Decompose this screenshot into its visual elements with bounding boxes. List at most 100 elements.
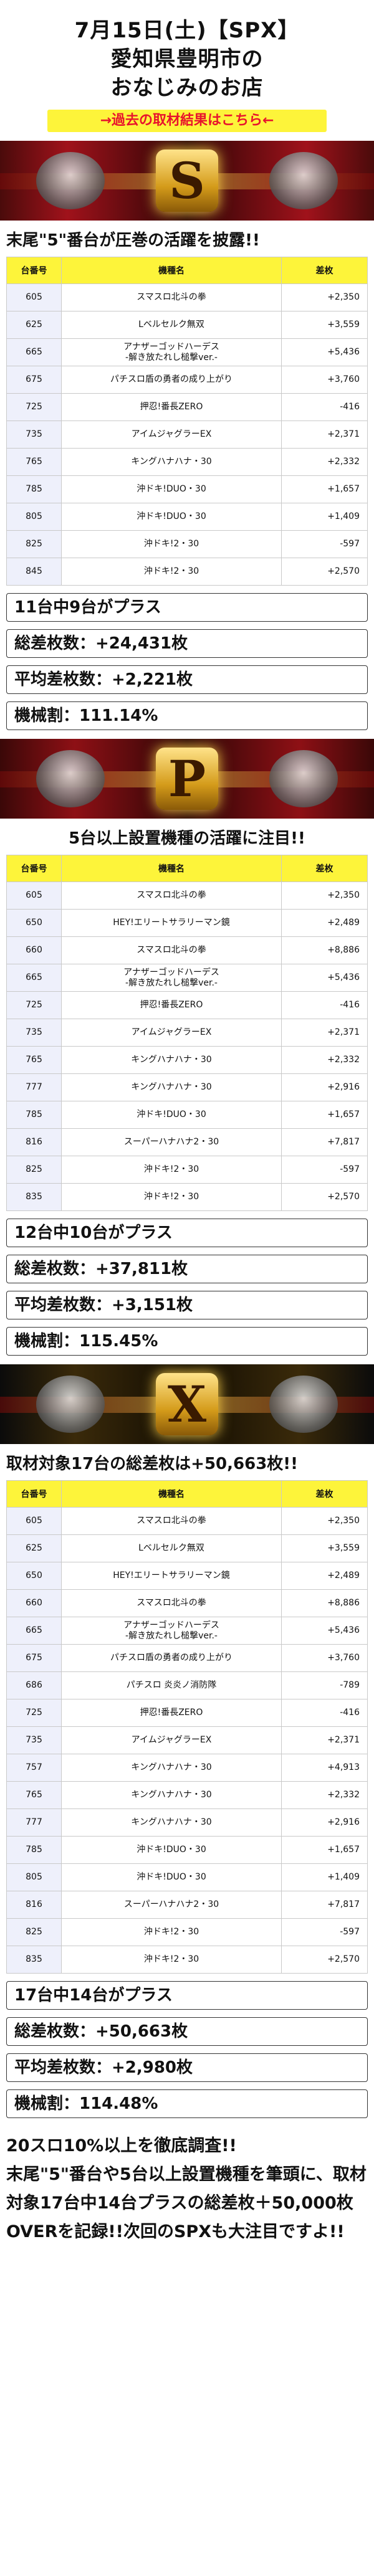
machine-number-cell: 845 bbox=[6, 558, 62, 586]
diff-cell: +2,916 bbox=[281, 1073, 368, 1101]
diff-cell: -416 bbox=[281, 991, 368, 1019]
column-header-machine-no: 台番号 bbox=[6, 1480, 62, 1508]
table-row: 825 沖ドキ!2・30 -597 bbox=[6, 1918, 368, 1946]
results-table: 台番号 機種名 差枚 605 スマスロ北斗の拳 +2,350 650 HEY!エリートサラリー… bbox=[6, 855, 368, 1211]
diff-cell: +7,817 bbox=[281, 1891, 368, 1919]
machine-name-cell: 沖ドキ!2・30 bbox=[61, 1183, 282, 1211]
machine-number-cell: 765 bbox=[6, 448, 62, 476]
machine-name-cell: HEY!エリートサラリーマン鏡 bbox=[61, 909, 282, 937]
machine-name-cell: HEY!エリートサラリーマン鏡 bbox=[61, 1562, 282, 1590]
diff-cell: -789 bbox=[281, 1671, 368, 1699]
table-row: 835 沖ドキ!2・30 +2,570 bbox=[6, 1946, 368, 1974]
machine-name-cell: 沖ドキ!DUO・30 bbox=[61, 1863, 282, 1891]
machine-name-cell: 沖ドキ!DUO・30 bbox=[61, 503, 282, 531]
banner-s: S bbox=[0, 141, 374, 221]
diff-cell: +2,350 bbox=[281, 882, 368, 910]
machine-number-cell: 675 bbox=[6, 1644, 62, 1672]
table-row: 805 沖ドキ!DUO・30 +1,409 bbox=[6, 1863, 368, 1891]
machine-number-cell: 735 bbox=[6, 1019, 62, 1047]
diff-cell: +2,570 bbox=[281, 558, 368, 586]
machine-number-cell: 650 bbox=[6, 909, 62, 937]
emblem-right-icon bbox=[269, 750, 338, 807]
table-row: 650 HEY!エリートサラリーマン鏡 +2,489 bbox=[6, 1562, 368, 1590]
diff-cell: +5,436 bbox=[281, 338, 368, 366]
diff-cell: +1,409 bbox=[281, 1863, 368, 1891]
machine-name-cell: キングハナハナ・30 bbox=[61, 1046, 282, 1074]
table-row: 785 沖ドキ!DUO・30 +1,657 bbox=[6, 475, 368, 503]
total-diff-box: 総差枚数：+50,663枚 bbox=[6, 2017, 368, 2046]
banner-letter: S bbox=[156, 150, 218, 212]
machine-name-cell: スーパーハナハナ2・30 bbox=[61, 1128, 282, 1156]
diff-cell: +3,760 bbox=[281, 1644, 368, 1672]
payout-rate-box: 機械割：115.45% bbox=[6, 1327, 368, 1356]
table-row: 825 沖ドキ!2・30 -597 bbox=[6, 1156, 368, 1184]
machine-number-cell: 650 bbox=[6, 1562, 62, 1590]
section-title: 取材対象17台の総差枚は+50,663枚!! bbox=[6, 1455, 299, 1473]
table-row: 816 スーパーハナハナ2・30 +7,817 bbox=[6, 1128, 368, 1156]
machine-number-cell: 805 bbox=[6, 1863, 62, 1891]
machine-name-cell: 沖ドキ!2・30 bbox=[61, 558, 282, 586]
column-header-diff: 差枚 bbox=[281, 257, 368, 284]
table-row: 725 押忍!番長ZERO -416 bbox=[6, 393, 368, 421]
machine-name-cell: アナザーゴッドハーデス -解き放たれし槌撃ver.- bbox=[61, 964, 282, 992]
column-header-diff: 差枚 bbox=[281, 855, 368, 882]
machine-name-cell: 沖ドキ!2・30 bbox=[61, 1156, 282, 1184]
machine-number-cell: 816 bbox=[6, 1891, 62, 1919]
column-header-machine-name: 機種名 bbox=[61, 257, 282, 284]
diff-cell: +8,886 bbox=[281, 1589, 368, 1617]
table-row: 686 パチスロ 炎炎ノ消防隊 -789 bbox=[6, 1671, 368, 1699]
machine-name-cell: パチスロ盾の勇者の成り上がり bbox=[61, 1644, 282, 1672]
diff-cell: +1,657 bbox=[281, 475, 368, 503]
machine-number-cell: 785 bbox=[6, 1101, 62, 1129]
banner-p: P bbox=[0, 739, 374, 819]
average-diff-box: 平均差枚数：+3,151枚 bbox=[6, 1291, 368, 1319]
diff-cell: +3,760 bbox=[281, 366, 368, 394]
diff-cell: +2,332 bbox=[281, 448, 368, 476]
past-results-link[interactable]: →過去の取材結果はこちら← bbox=[47, 110, 327, 132]
machine-number-cell: 805 bbox=[6, 503, 62, 531]
diff-cell: +2,371 bbox=[281, 1019, 368, 1047]
machine-number-cell: 625 bbox=[6, 1534, 62, 1562]
table-row: 665 アナザーゴッドハーデス -解き放たれし槌撃ver.- +5,436 bbox=[6, 1617, 368, 1645]
machine-name-cell: 押忍!番長ZERO bbox=[61, 1699, 282, 1727]
machine-name-cell: 沖ドキ!2・30 bbox=[61, 530, 282, 558]
diff-cell: +1,657 bbox=[281, 1836, 368, 1864]
machine-number-cell: 835 bbox=[6, 1183, 62, 1211]
machine-name-cell: アイムジャグラーEX bbox=[61, 421, 282, 449]
table-row: 735 アイムジャグラーEX +2,371 bbox=[6, 421, 368, 449]
emblem-left-icon bbox=[36, 750, 105, 807]
machine-name-cell: スマスロ北斗の拳 bbox=[61, 936, 282, 964]
machine-name-cell: スマスロ北斗の拳 bbox=[61, 1507, 282, 1535]
machine-number-cell: 777 bbox=[6, 1808, 62, 1837]
table-row: 725 押忍!番長ZERO -416 bbox=[6, 991, 368, 1019]
table-row: 777 キングハナハナ・30 +2,916 bbox=[6, 1073, 368, 1101]
header-subtitle: おなじみのお店 bbox=[110, 75, 264, 100]
machine-number-cell: 660 bbox=[6, 1589, 62, 1617]
machine-number-cell: 765 bbox=[6, 1046, 62, 1074]
table-row: 835 沖ドキ!2・30 +2,570 bbox=[6, 1183, 368, 1211]
payout-rate-box: 機械割：114.48% bbox=[6, 2089, 368, 2118]
machine-number-cell: 825 bbox=[6, 1156, 62, 1184]
table-row: 765 キングハナハナ・30 +2,332 bbox=[6, 1046, 368, 1074]
diff-cell: +2,332 bbox=[281, 1781, 368, 1809]
report-sections: S 末尾"5"番台が圧巻の活躍を披露!! 台番号 機種名 差枚 605 スマスロ北斗の拳 +2… bbox=[0, 141, 374, 2118]
machine-name-cell: 沖ドキ!DUO・30 bbox=[61, 1836, 282, 1864]
machine-name-cell: スマスロ北斗の拳 bbox=[61, 283, 282, 311]
machine-number-cell: 665 bbox=[6, 964, 62, 992]
header-date-store: 7月15日(土)【SPX】 bbox=[74, 18, 300, 43]
diff-cell: +5,436 bbox=[281, 964, 368, 992]
diff-cell: -416 bbox=[281, 1699, 368, 1727]
table-row: 605 スマスロ北斗の拳 +2,350 bbox=[6, 283, 368, 311]
column-header-diff: 差枚 bbox=[281, 1480, 368, 1508]
machine-name-cell: アナザーゴッドハーデス -解き放たれし槌撃ver.- bbox=[61, 1617, 282, 1645]
diff-cell: +2,489 bbox=[281, 909, 368, 937]
machine-name-cell: キングハナハナ・30 bbox=[61, 1781, 282, 1809]
diff-cell: -597 bbox=[281, 1918, 368, 1946]
machine-name-cell: アイムジャグラーEX bbox=[61, 1019, 282, 1047]
payout-rate-box: 機械割：111.14% bbox=[6, 701, 368, 730]
machine-name-cell: 押忍!番長ZERO bbox=[61, 991, 282, 1019]
table-row: 660 スマスロ北斗の拳 +8,886 bbox=[6, 936, 368, 964]
table-header-row: 台番号 機種名 差枚 bbox=[6, 855, 368, 882]
machine-number-cell: 686 bbox=[6, 1671, 62, 1699]
